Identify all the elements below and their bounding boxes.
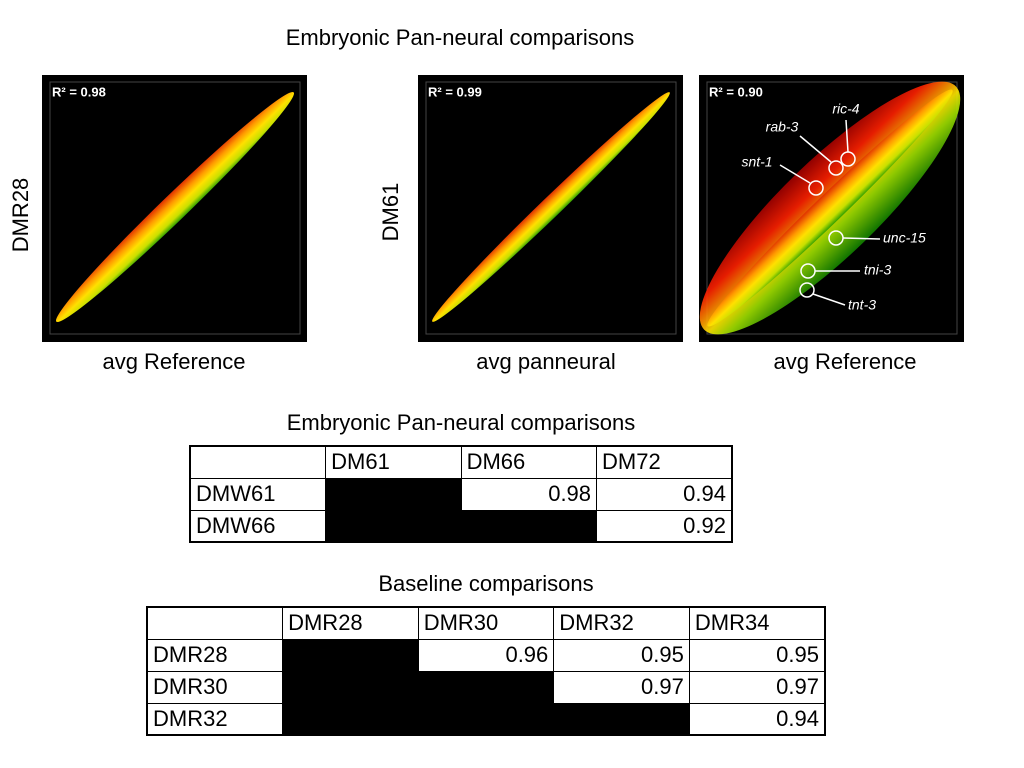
- table-title: Baseline comparisons: [378, 571, 594, 596]
- value-cell: 0.94: [596, 477, 733, 511]
- value-cell: 0.98: [460, 477, 598, 511]
- value-cell: 0.94: [688, 702, 826, 736]
- empty-cell: [417, 702, 555, 736]
- row-header: DMR30: [146, 670, 284, 704]
- r2-label: R² = 0.90: [709, 84, 763, 99]
- table: DMR28 DMR30 DMR32 DMR34 DMR28 0.96 0.95 0.95 DMR…: [146, 606, 826, 736]
- value-cell: 0.97: [688, 670, 826, 704]
- empty-cell: [282, 638, 419, 672]
- scatter-core: [707, 89, 953, 327]
- empty-cell: [325, 509, 462, 543]
- column-header: DMR34: [688, 606, 826, 640]
- page-title: Embryonic Pan-neural comparisons: [286, 25, 635, 50]
- x-label: avg Reference: [102, 349, 245, 374]
- gene-labels: ric-4 rab-3 snt-1 unc-15 tni-3 tnt-3: [741, 101, 926, 313]
- column-header: DMR28: [282, 606, 419, 640]
- column-header: DMR30: [417, 606, 555, 640]
- column-header: DM72: [596, 445, 733, 479]
- gene-label: rab-3: [766, 119, 799, 135]
- plot-frame: [49, 81, 301, 335]
- plot-frame: [706, 81, 958, 335]
- empty-cell: [460, 509, 598, 543]
- scatter-cloud: [432, 92, 670, 322]
- scatter-cloud: [55, 92, 295, 322]
- gene-label: snt-1: [741, 154, 772, 170]
- y-label: DMR28: [8, 178, 33, 253]
- header-row: DM61 DM66 DM72: [189, 445, 733, 479]
- value-cell: 0.96: [417, 638, 555, 672]
- row: DMW66 0.92: [189, 509, 733, 543]
- header-row: DMR28 DMR30 DMR32 DMR34: [146, 606, 826, 640]
- row-header: DMW61: [189, 477, 327, 511]
- x-label: avg Reference: [773, 349, 916, 374]
- row: DMR28 0.96 0.95 0.95: [146, 638, 826, 672]
- row-header: DMW66: [189, 509, 327, 543]
- empty-cell: [417, 670, 555, 704]
- value-cell: 0.95: [688, 638, 826, 672]
- value-cell: 0.95: [553, 638, 690, 672]
- row: DMW61 0.98 0.94: [189, 477, 733, 511]
- row-header: DMR28: [146, 638, 284, 672]
- empty-cell: [282, 702, 419, 736]
- empty-cell: [553, 702, 690, 736]
- x-label: avg panneural: [476, 349, 615, 374]
- table-title: Embryonic Pan-neural comparisons: [286, 410, 636, 435]
- corner-cell: [146, 606, 284, 640]
- table: DM61 DM66 DM72 DMW61 0.98 0.94 DMW66 0.92: [189, 445, 733, 543]
- value-cell: 0.97: [553, 670, 690, 704]
- plot-frame: [425, 81, 677, 335]
- column-header: DMR32: [553, 606, 690, 640]
- value-cell: 0.92: [596, 509, 733, 543]
- row: DMR32 0.94: [146, 702, 826, 736]
- row-header: DMR32: [146, 702, 284, 736]
- r2-label: R² = 0.98: [52, 84, 106, 99]
- gene-highlights: [779, 119, 881, 306]
- r2-label: R² = 0.99: [428, 84, 482, 99]
- column-header: DM61: [325, 445, 462, 479]
- gene-label: unc-15: [883, 230, 926, 246]
- gene-label: tnt-3: [848, 297, 876, 313]
- gene-label: ric-4: [832, 101, 859, 117]
- corner-cell: [189, 445, 327, 479]
- gene-label: tni-3: [864, 262, 891, 278]
- column-header: DM66: [460, 445, 598, 479]
- empty-cell: [325, 477, 462, 511]
- y-label: DM61: [378, 183, 403, 242]
- empty-cell: [282, 670, 419, 704]
- row: DMR30 0.97 0.97: [146, 670, 826, 704]
